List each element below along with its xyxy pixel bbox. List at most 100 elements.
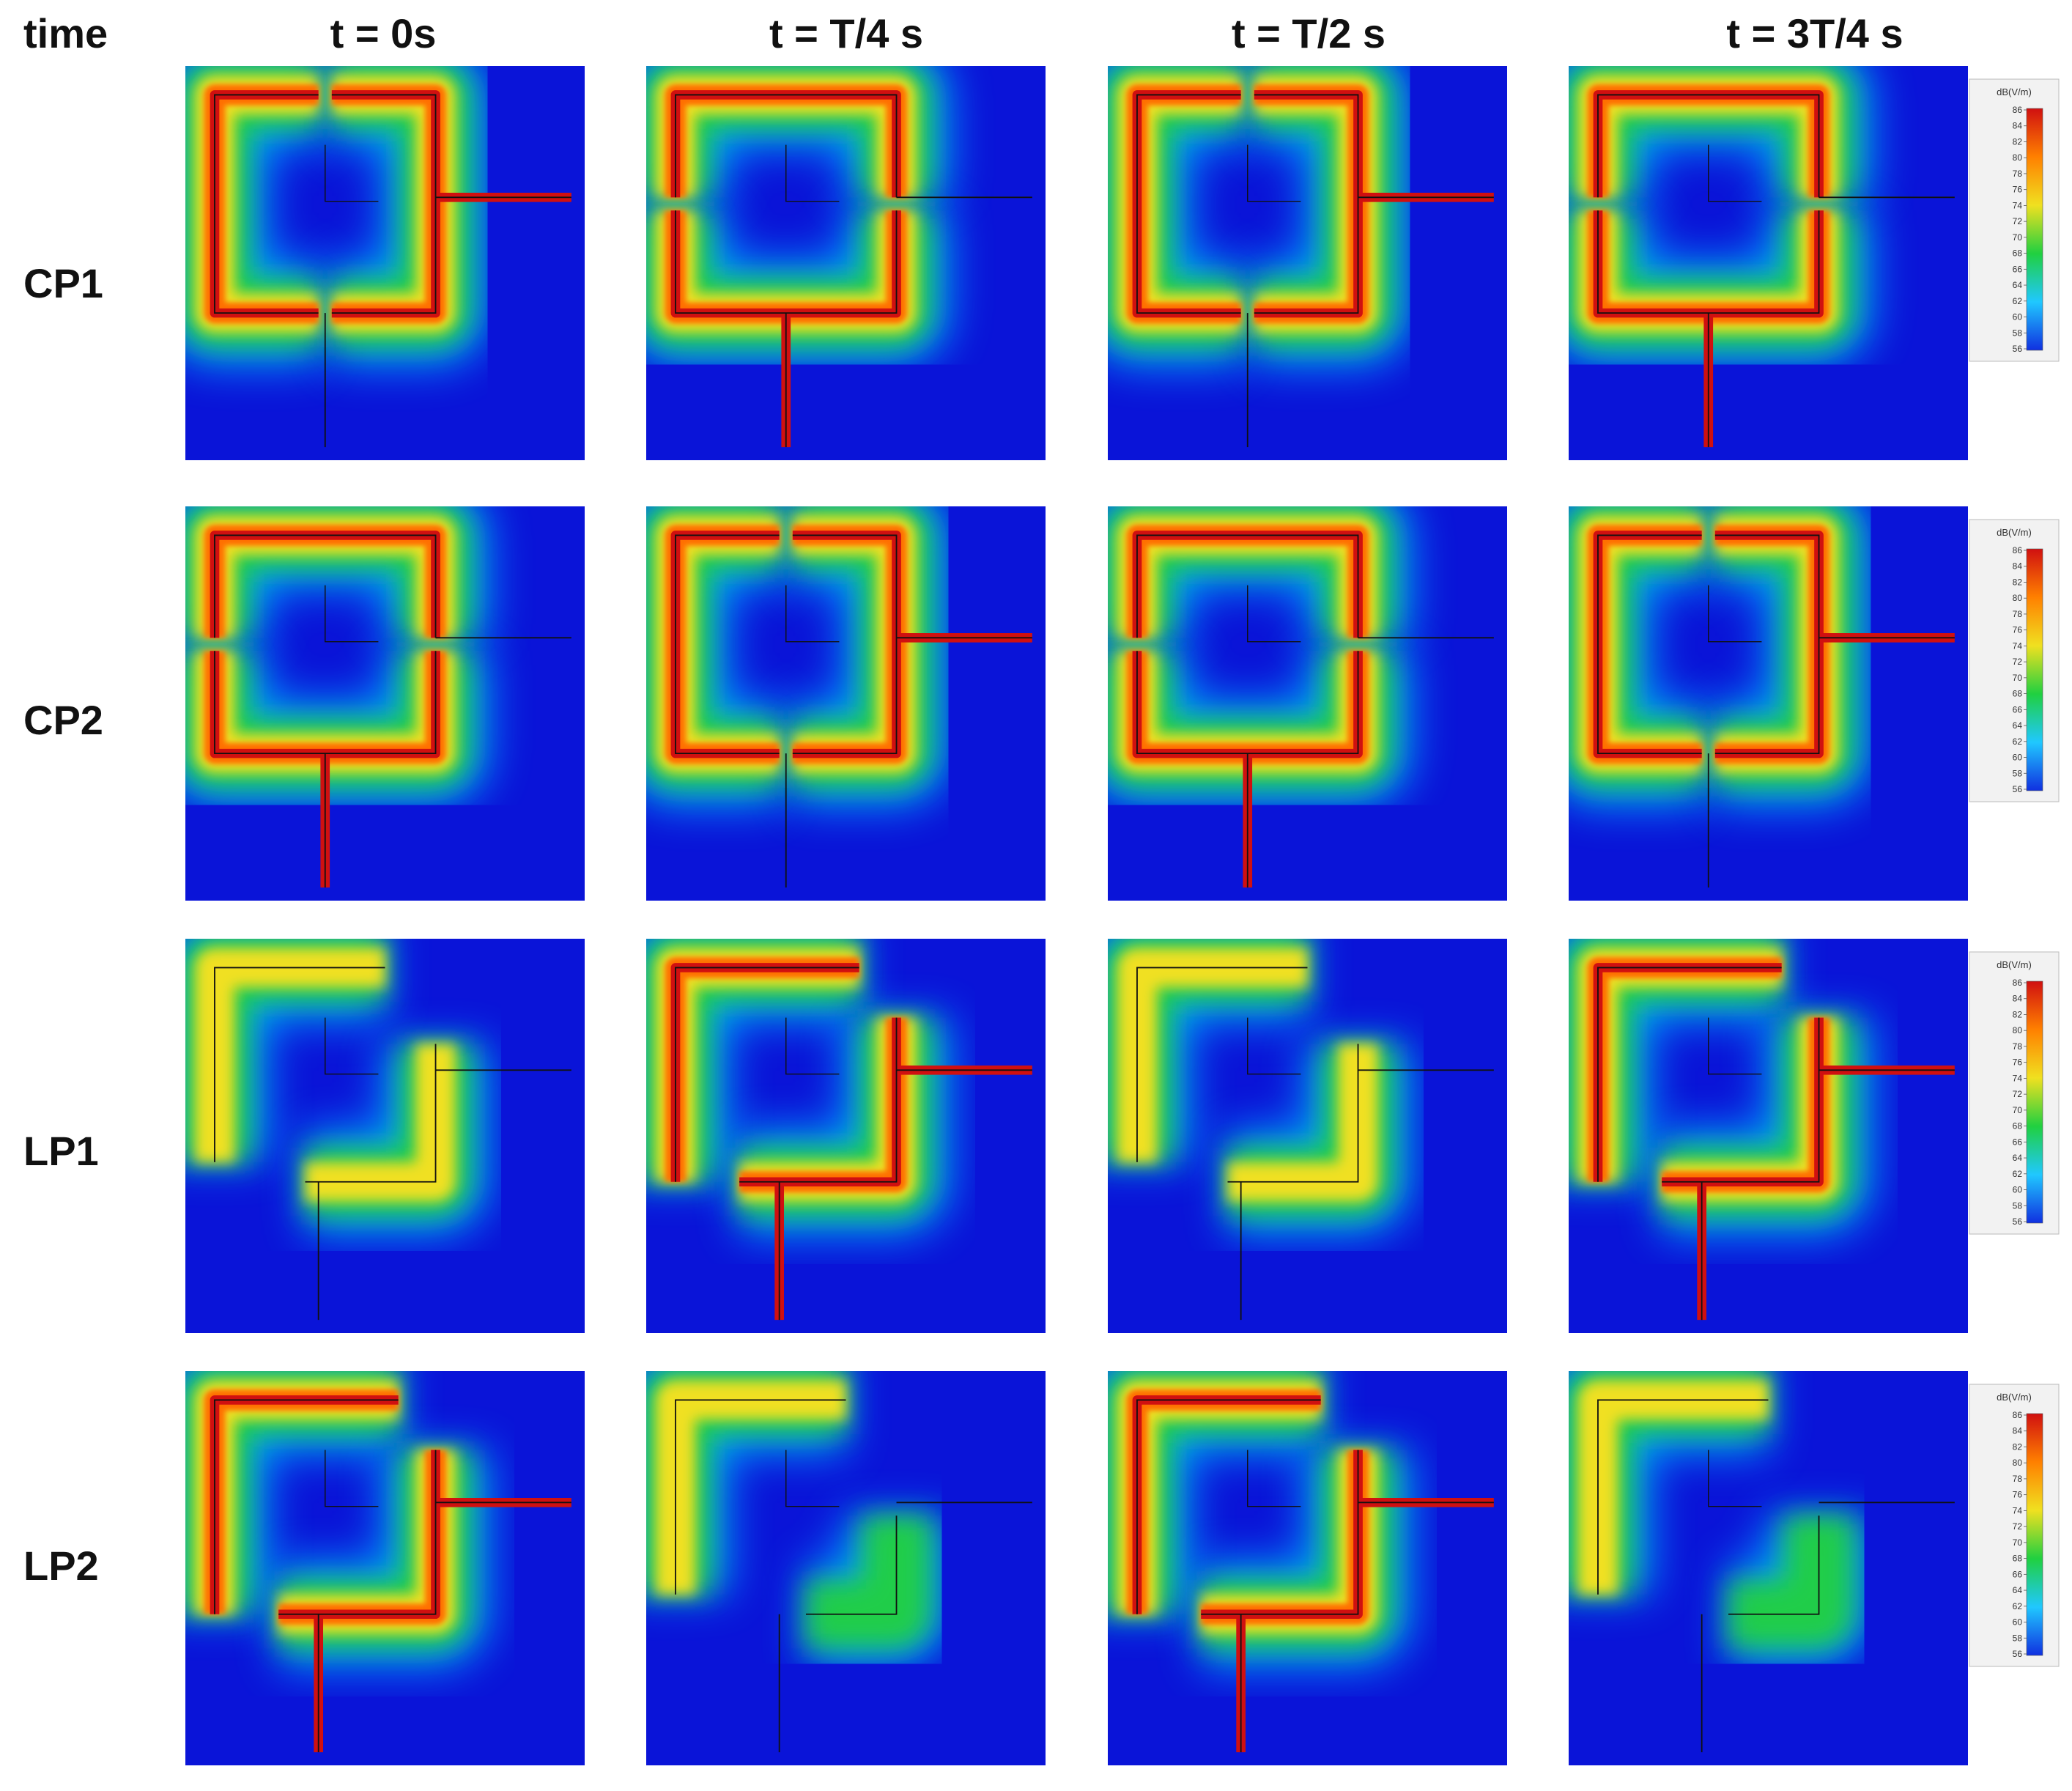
conductor-edge bbox=[214, 651, 437, 755]
colorbar-tick-label: 64 bbox=[2013, 1153, 2023, 1163]
colorbar-tick-label: 58 bbox=[2013, 1200, 2023, 1211]
colorbar-tick-label: 82 bbox=[2013, 136, 2023, 147]
conductor-edge bbox=[792, 534, 898, 755]
field bbox=[1569, 506, 1955, 888]
conductor-edge bbox=[1597, 967, 1782, 1182]
conductor-edge bbox=[214, 94, 319, 314]
field-panel bbox=[185, 66, 585, 460]
colorbar-title: dB(V/m) bbox=[1997, 959, 2032, 970]
colorbar-tick-label: 70 bbox=[2013, 1105, 2023, 1115]
colorbar-tick-label: 78 bbox=[2013, 169, 2023, 179]
conductor-edge bbox=[675, 1399, 846, 1595]
conductor-edge bbox=[305, 1044, 437, 1183]
colorbar-tick-label: 70 bbox=[2013, 673, 2023, 683]
colorbar-tick-label: 60 bbox=[2013, 1617, 2023, 1628]
field bbox=[646, 939, 1032, 1321]
colorbar-gradient bbox=[2026, 108, 2043, 351]
conductor-edge bbox=[214, 1399, 399, 1614]
conductor-edge bbox=[739, 1017, 898, 1183]
axis-glyph bbox=[1247, 144, 1301, 202]
field bbox=[1108, 1371, 1494, 1753]
colorbar-tick-label: 80 bbox=[2013, 593, 2023, 603]
field bbox=[1569, 1371, 1955, 1753]
conductor-edge bbox=[1597, 94, 1820, 198]
axis-glyph bbox=[785, 144, 840, 202]
field-panel bbox=[646, 66, 1046, 460]
colorbar-tick-label: 86 bbox=[2013, 1410, 2023, 1420]
colorbar-tick-label: 84 bbox=[2013, 121, 2023, 131]
colorbar-tick-label: 74 bbox=[2013, 200, 2023, 210]
field bbox=[1569, 66, 1955, 448]
colorbar-tick-label: 82 bbox=[2013, 577, 2023, 587]
row-label: LP2 bbox=[23, 1543, 99, 1589]
colorbar-gradient bbox=[2026, 1413, 2043, 1656]
field-panel bbox=[1569, 939, 1968, 1333]
colorbar-box bbox=[1969, 78, 2060, 362]
axis-glyph bbox=[1247, 1017, 1301, 1075]
colorbar-tick-label: 68 bbox=[2013, 248, 2023, 259]
conductor-edge bbox=[1662, 1017, 1820, 1183]
colorbar-tick-label: 60 bbox=[2013, 312, 2023, 322]
conductor-edge bbox=[675, 534, 780, 755]
conductor-edge bbox=[675, 967, 859, 1182]
colorbar-tick-label: 80 bbox=[2013, 152, 2023, 163]
axis-glyph bbox=[785, 585, 840, 643]
conductor-edge bbox=[1714, 534, 1820, 755]
colorbar-tick-label: 78 bbox=[2013, 609, 2023, 619]
colorbar-title: dB(V/m) bbox=[1997, 1392, 2032, 1403]
colorbar-tick-label: 60 bbox=[2013, 1185, 2023, 1195]
corner-label: time bbox=[23, 10, 108, 56]
colorbar-tick-label: 74 bbox=[2013, 1073, 2023, 1083]
colorbar-tick-label: 66 bbox=[2013, 264, 2023, 274]
column-header: t = T/2 s bbox=[1232, 10, 1385, 56]
column-header: t = 3T/4 s bbox=[1726, 10, 1903, 56]
conductor-edge bbox=[1227, 1044, 1359, 1183]
colorbar-tick-label: 56 bbox=[2013, 1649, 2023, 1659]
field bbox=[1108, 66, 1494, 448]
colorbar-tick-label: 78 bbox=[2013, 1041, 2023, 1052]
axis-glyph bbox=[325, 1450, 379, 1507]
colorbar-tick-label: 58 bbox=[2013, 1633, 2023, 1643]
colorbar-tick-label: 64 bbox=[2013, 1585, 2023, 1595]
colorbar-tick-label: 86 bbox=[2013, 545, 2023, 555]
colorbar-tick-label: 68 bbox=[2013, 1121, 2023, 1131]
field-panel bbox=[1108, 1371, 1507, 1765]
field-panel bbox=[1569, 506, 1968, 901]
row-label: LP1 bbox=[23, 1128, 99, 1174]
conductor-edge bbox=[1597, 1399, 1769, 1595]
axis-glyph bbox=[785, 1450, 840, 1507]
row-label: CP1 bbox=[23, 260, 103, 306]
axis-glyph bbox=[325, 144, 379, 202]
field bbox=[646, 506, 1032, 888]
field-panel bbox=[185, 1371, 585, 1765]
colorbar-tick-label: 56 bbox=[2013, 784, 2023, 794]
colorbar-tick-label: 84 bbox=[2013, 1426, 2023, 1436]
colorbar-tick-label: 84 bbox=[2013, 994, 2023, 1004]
conductor-edge bbox=[1728, 1515, 1820, 1615]
conductor-edge bbox=[331, 94, 437, 314]
colorbar-tick-label: 62 bbox=[2013, 1169, 2023, 1179]
row-label: CP2 bbox=[23, 697, 103, 743]
field bbox=[646, 1371, 1032, 1753]
axis-glyph bbox=[325, 585, 379, 643]
colorbar-tick-label: 62 bbox=[2013, 1601, 2023, 1611]
field-panel bbox=[185, 506, 585, 901]
colorbar: dB(V/m) 86 84 82 80 78 76 74 72 70 68 66 64 62 60 58 56 bbox=[1969, 519, 2060, 802]
field bbox=[185, 1371, 571, 1753]
colorbar-tick-label: 76 bbox=[2013, 1057, 2023, 1068]
field bbox=[185, 66, 571, 448]
colorbar-tick-label: 66 bbox=[2013, 704, 2023, 714]
colorbar-tick-label: 72 bbox=[2013, 1089, 2023, 1099]
column-header: t = 0s bbox=[330, 10, 437, 56]
colorbar-tick-label: 72 bbox=[2013, 216, 2023, 226]
colorbar-tick-label: 76 bbox=[2013, 1490, 2023, 1500]
colorbar-tick-label: 80 bbox=[2013, 1025, 2023, 1035]
colorbar-title: dB(V/m) bbox=[1997, 86, 2032, 97]
field-panel bbox=[1108, 506, 1507, 901]
colorbar-tick-label: 56 bbox=[2013, 344, 2023, 354]
axis-glyph bbox=[1708, 1450, 1762, 1507]
colorbar-tick-label: 60 bbox=[2013, 753, 2023, 763]
colorbar-tick-label: 64 bbox=[2013, 720, 2023, 731]
colorbar-tick-label: 82 bbox=[2013, 1009, 2023, 1019]
axis-glyph bbox=[1708, 144, 1762, 202]
